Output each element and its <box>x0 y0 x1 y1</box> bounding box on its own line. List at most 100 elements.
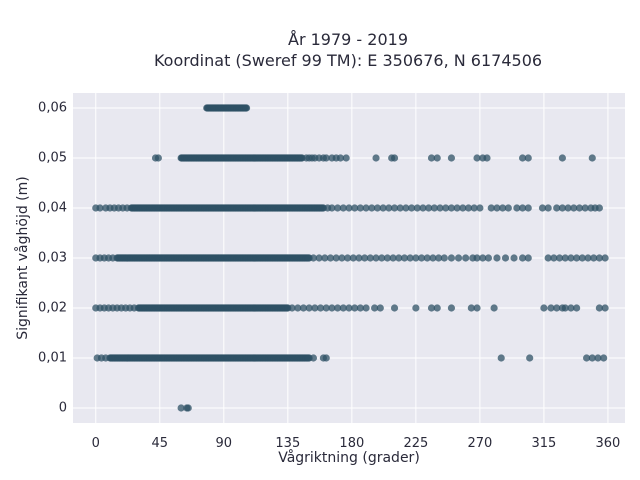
data-point <box>123 204 131 212</box>
data-point <box>497 354 505 362</box>
data-point <box>355 254 363 262</box>
data-point <box>590 254 598 262</box>
data-point <box>328 304 336 312</box>
x-tick-label: 0 <box>92 436 100 451</box>
data-point <box>316 304 325 312</box>
data-point <box>383 254 392 262</box>
x-tick-labels: 0 45 90 135 180 225 270 315 360 <box>92 436 621 451</box>
data-point <box>378 254 386 262</box>
data-point <box>184 404 192 412</box>
data-point <box>371 304 379 312</box>
data-point <box>413 204 421 212</box>
data-point <box>322 304 330 312</box>
data-point <box>400 254 409 262</box>
data-point <box>425 204 433 212</box>
data-point <box>366 254 374 262</box>
data-point <box>242 104 251 112</box>
y-axis-title: Signifikant våghöjd (m) <box>14 176 31 339</box>
data-point <box>345 204 353 212</box>
data-point <box>595 304 603 312</box>
data-point <box>299 304 308 312</box>
data-point <box>601 254 609 262</box>
data-point <box>372 254 380 262</box>
x-tick-label: 270 <box>467 436 492 451</box>
data-point <box>440 254 448 262</box>
data-point <box>412 254 420 262</box>
data-point <box>373 204 382 212</box>
data-point <box>334 304 342 312</box>
data-point <box>328 204 336 212</box>
x-tick-label: 135 <box>275 436 300 451</box>
data-point <box>423 254 431 262</box>
data-point <box>558 204 567 212</box>
data-point <box>558 154 567 162</box>
data-point <box>288 304 296 312</box>
data-point <box>547 304 555 312</box>
data-point <box>294 304 302 312</box>
data-point <box>595 254 603 262</box>
data-point <box>427 154 436 162</box>
y-tick-labels: 0 0,01 0,02 0,03 0,04 0,05 0,06 <box>38 101 67 416</box>
data-point <box>447 154 456 162</box>
data-point <box>518 154 527 162</box>
data-point <box>582 354 591 362</box>
data-point <box>351 204 359 212</box>
data-point <box>544 204 552 212</box>
data-point <box>427 304 436 312</box>
data-point <box>339 204 347 212</box>
data-point <box>501 254 510 262</box>
data-point <box>435 254 443 262</box>
x-tick-label: 90 <box>216 436 233 451</box>
data-point <box>518 204 527 212</box>
y-tick-label: 0,03 <box>38 251 67 266</box>
data-point <box>390 154 399 162</box>
data-point <box>493 254 501 262</box>
data-point <box>338 254 346 262</box>
data-point <box>555 254 564 262</box>
data-point <box>372 154 380 162</box>
data-point <box>447 204 456 212</box>
data-point <box>459 204 467 212</box>
data-point <box>305 304 313 312</box>
y-tick-label: 0,01 <box>38 351 67 366</box>
data-point <box>484 254 493 262</box>
x-axis-title: Vågriktning (grader) <box>278 449 420 466</box>
data-point <box>526 354 534 362</box>
data-point <box>464 204 473 212</box>
data-point <box>345 304 353 312</box>
y-tick-label: 0,02 <box>38 301 67 316</box>
data-point <box>362 304 370 312</box>
chart-title: År 1979 - 2019 <box>288 30 408 49</box>
data-point <box>102 354 110 362</box>
data-point <box>553 304 561 312</box>
data-point <box>389 254 397 262</box>
data-point <box>470 204 478 212</box>
data-point <box>600 354 608 362</box>
data-point <box>513 204 521 212</box>
x-tick-label: 315 <box>531 436 556 451</box>
data-point <box>309 354 318 362</box>
data-point <box>493 204 501 212</box>
data-point <box>96 204 104 212</box>
data-point <box>581 204 589 212</box>
data-point <box>453 204 461 212</box>
chart-subtitle: Koordinat (Sweref 99 TM): E 350676, N 61… <box>154 51 542 70</box>
data-point <box>407 204 416 212</box>
data-point <box>417 254 426 262</box>
data-point <box>473 304 481 312</box>
data-point <box>430 204 438 212</box>
data-point <box>550 254 558 262</box>
data-point <box>442 204 450 212</box>
data-point <box>376 304 384 312</box>
data-point <box>339 304 347 312</box>
data-point <box>309 254 318 262</box>
data-point <box>315 254 323 262</box>
data-point <box>588 354 596 362</box>
y-tick-label: 0,04 <box>38 201 67 216</box>
data-point <box>447 254 456 262</box>
data-point <box>570 204 578 212</box>
data-point <box>361 254 369 262</box>
data-point <box>154 154 162 162</box>
data-point <box>588 154 596 162</box>
